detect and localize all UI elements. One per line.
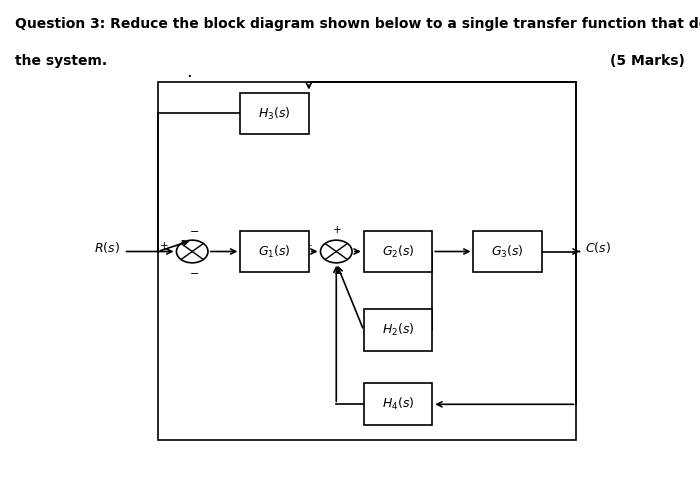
Text: $C(s)$: $C(s)$ — [584, 240, 610, 255]
Text: Question 3: Reduce the block diagram shown below to a single transfer function t: Question 3: Reduce the block diagram sho… — [15, 18, 700, 31]
Text: +: + — [160, 240, 168, 250]
Text: $G_2(s)$: $G_2(s)$ — [382, 243, 414, 260]
Text: $H_4(s)$: $H_4(s)$ — [382, 396, 414, 412]
Text: +: + — [333, 225, 342, 235]
FancyBboxPatch shape — [364, 309, 433, 351]
Text: $-$: $-$ — [332, 267, 343, 277]
Text: (5 Marks): (5 Marks) — [610, 54, 685, 68]
Text: +: + — [304, 240, 312, 250]
Text: the system.: the system. — [15, 54, 107, 68]
FancyBboxPatch shape — [240, 93, 309, 134]
FancyBboxPatch shape — [364, 383, 433, 425]
FancyBboxPatch shape — [240, 230, 309, 273]
Text: $-$: $-$ — [188, 267, 199, 277]
Text: $R(s)$: $R(s)$ — [94, 240, 120, 255]
FancyBboxPatch shape — [473, 230, 542, 273]
Text: .: . — [186, 62, 192, 80]
Text: $H_3(s)$: $H_3(s)$ — [258, 106, 290, 122]
Text: $G_3(s)$: $G_3(s)$ — [491, 243, 524, 260]
FancyBboxPatch shape — [364, 230, 433, 273]
Text: $-$: $-$ — [188, 225, 199, 235]
Text: $G_1(s)$: $G_1(s)$ — [258, 243, 291, 260]
Text: $H_2(s)$: $H_2(s)$ — [382, 322, 414, 339]
